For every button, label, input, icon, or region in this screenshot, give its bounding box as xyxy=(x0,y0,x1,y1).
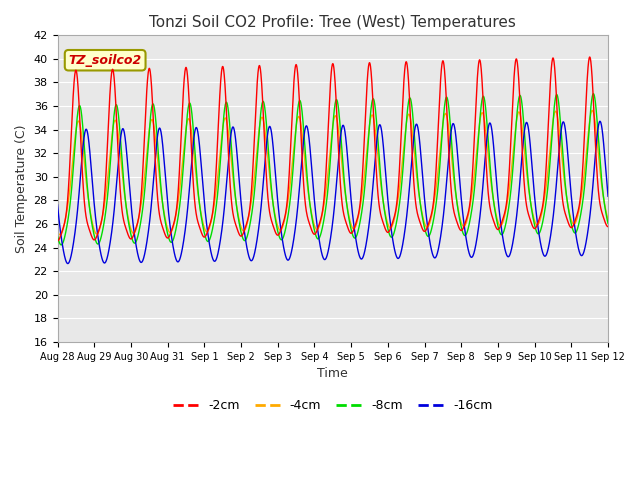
Text: TZ_soilco2: TZ_soilco2 xyxy=(68,54,142,67)
Y-axis label: Soil Temperature (C): Soil Temperature (C) xyxy=(15,124,28,253)
Title: Tonzi Soil CO2 Profile: Tree (West) Temperatures: Tonzi Soil CO2 Profile: Tree (West) Temp… xyxy=(149,15,516,30)
Legend: -2cm, -4cm, -8cm, -16cm: -2cm, -4cm, -8cm, -16cm xyxy=(168,394,497,417)
X-axis label: Time: Time xyxy=(317,367,348,380)
